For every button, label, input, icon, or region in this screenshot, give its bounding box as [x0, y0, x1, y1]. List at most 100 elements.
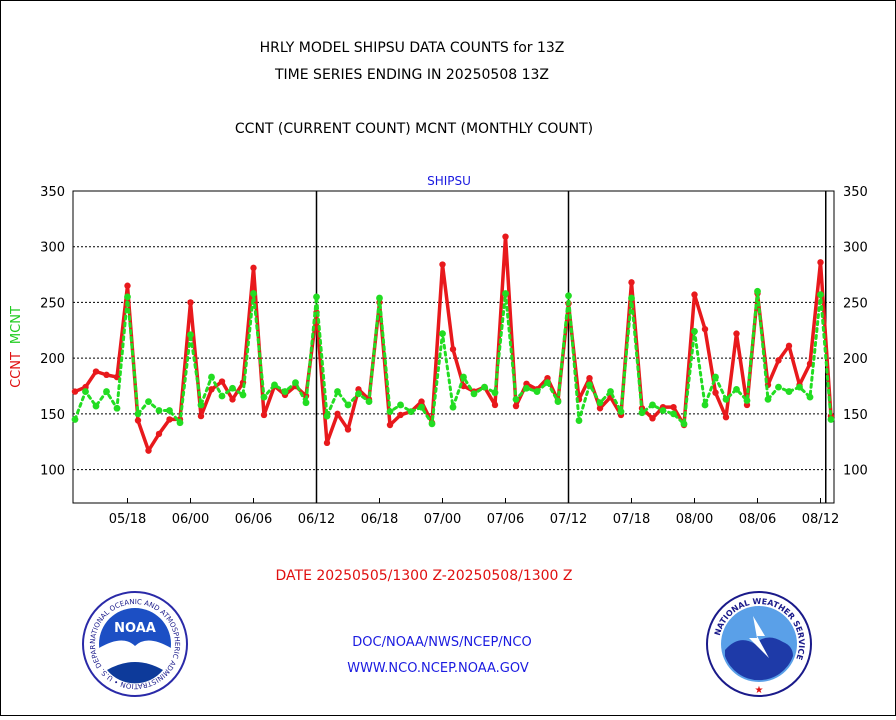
y-tick-labels: 100 100 150 150 200 200 250 250 300 300 350 350	[40, 185, 868, 479]
y-tick-label-left: 100	[40, 464, 65, 479]
data-point-ccnt	[260, 411, 268, 419]
data-point-mcnt	[533, 388, 541, 395]
y-tick-label-right: 200	[843, 352, 868, 367]
data-point-mcnt	[575, 417, 583, 424]
plot-frame-rect	[72, 190, 835, 504]
data-point-mcnt	[134, 410, 142, 418]
y-tick-label-left: 200	[40, 352, 65, 367]
data-point-mcnt	[785, 388, 793, 395]
data-point-ccnt	[386, 421, 394, 429]
data-point-mcnt	[670, 410, 677, 418]
data-point-mcnt	[386, 408, 394, 416]
series-ccnt	[71, 233, 835, 454]
y-axis-label-ccnt: CCNT	[9, 352, 24, 388]
data-point-mcnt	[544, 379, 551, 387]
y-axis-label-mcnt: MCNT	[9, 306, 24, 344]
data-point-ccnt	[155, 430, 163, 438]
data-point-mcnt	[554, 398, 562, 405]
data-point-mcnt	[460, 373, 467, 381]
data-point-mcnt	[323, 412, 331, 420]
data-point-ccnt	[229, 396, 236, 403]
data-point-mcnt	[155, 407, 163, 414]
y-tick-label-right: 350	[843, 185, 868, 200]
y-tick-label-left: 250	[40, 296, 65, 311]
x-tick-label: 06/18	[361, 512, 398, 527]
data-point-mcnt	[596, 399, 604, 407]
data-point-ccnt	[449, 346, 457, 353]
x-tick-label: 06/06	[235, 512, 272, 527]
data-point-ccnt	[71, 388, 79, 395]
data-point-mcnt	[449, 403, 457, 411]
data-point-ccnt	[701, 325, 709, 333]
nws-logo: ★ NATIONAL WEATHER SERVICE	[706, 591, 812, 697]
chart-title-line1: HRLY MODEL SHIPSU DATA COUNTS for 13Z	[260, 40, 565, 56]
noaa-wordmark: NOAA	[114, 621, 156, 636]
data-point-ccnt	[691, 291, 698, 298]
data-point-mcnt	[649, 401, 656, 409]
data-point-mcnt	[806, 393, 814, 401]
data-point-ccnt	[806, 360, 814, 367]
data-point-ccnt	[92, 368, 100, 375]
data-point-mcnt	[743, 397, 751, 404]
y-tick-label-right: 100	[843, 464, 868, 479]
x-tick-label: 06/00	[172, 512, 209, 527]
data-point-ccnt	[418, 398, 425, 405]
data-point-ccnt	[491, 401, 499, 409]
data-point-ccnt	[502, 233, 509, 240]
nws-cloud-icon	[725, 637, 793, 681]
data-point-mcnt	[103, 388, 110, 395]
x-tick-label: 07/12	[550, 512, 587, 527]
credit-url: WWW.NCO.NCEP.NOAA.GOV	[347, 661, 529, 676]
data-point-ccnt	[250, 264, 257, 272]
data-point-mcnt	[659, 407, 667, 414]
chart-title-line2: TIME SERIES ENDING IN 20250508 13Z	[274, 67, 549, 83]
data-point-ccnt	[334, 410, 341, 418]
data-point-mcnt	[712, 373, 719, 381]
x-tick-label: 05/18	[109, 512, 146, 527]
x-tick-label: 08/12	[802, 512, 839, 527]
x-tick-label: 08/06	[739, 512, 776, 527]
data-point-ccnt	[785, 342, 793, 350]
series-layer	[71, 233, 835, 454]
data-point-mcnt	[145, 398, 152, 405]
data-point-mcnt	[512, 395, 520, 403]
data-point-ccnt	[649, 415, 656, 422]
data-point-mcnt	[701, 401, 709, 409]
data-point-mcnt	[733, 385, 740, 393]
y-tick-label-left: 300	[40, 241, 65, 256]
data-point-mcnt	[439, 330, 446, 338]
data-point-mcnt	[313, 293, 320, 301]
data-point-ccnt	[670, 403, 677, 411]
data-point-mcnt	[565, 292, 572, 300]
data-point-ccnt	[218, 378, 226, 385]
data-point-ccnt	[166, 416, 173, 423]
y-tick-label-right: 250	[843, 296, 868, 311]
y-tick-label-right: 300	[843, 241, 868, 256]
data-point-mcnt	[260, 393, 268, 401]
data-point-mcnt	[166, 407, 173, 414]
data-point-mcnt	[428, 420, 436, 428]
data-point-mcnt	[218, 392, 226, 400]
data-point-mcnt	[691, 328, 698, 335]
data-point-mcnt	[470, 390, 478, 398]
data-point-mcnt	[197, 401, 205, 409]
data-point-mcnt	[176, 419, 184, 427]
data-point-mcnt	[365, 398, 373, 405]
panel-title: SHIPSU	[427, 174, 471, 188]
noaa-logo: NOAA NATIONAL OCEANIC AND ATMOSPHERIC AD…	[82, 591, 188, 697]
data-point-ccnt	[628, 279, 635, 286]
data-point-mcnt	[607, 388, 614, 395]
data-point-mcnt	[817, 291, 824, 299]
data-point-mcnt	[292, 379, 299, 387]
x-tick-label: 06/12	[298, 512, 335, 527]
data-point-mcnt	[229, 384, 236, 392]
data-point-ccnt	[817, 259, 824, 266]
data-point-mcnt	[775, 383, 782, 391]
data-point-mcnt	[208, 373, 215, 381]
y-tick-label-right: 150	[843, 408, 868, 423]
data-point-mcnt	[334, 388, 341, 395]
data-point-ccnt	[722, 414, 730, 421]
data-point-ccnt	[197, 412, 205, 420]
